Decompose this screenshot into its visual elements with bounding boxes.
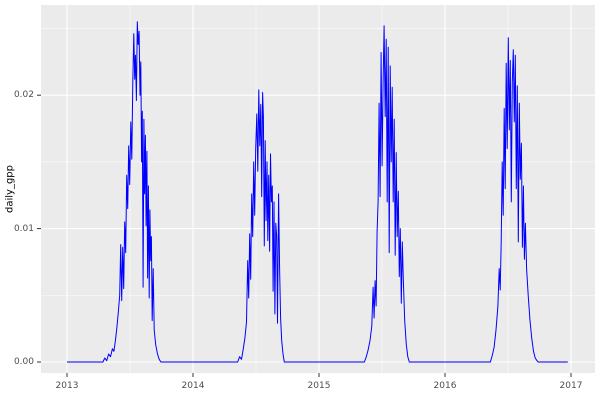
- x-tick-label: 2017: [559, 381, 583, 391]
- y-tick-label: 0.00: [13, 357, 34, 367]
- x-tick-label: 2016: [433, 381, 457, 391]
- y-axis-title: daily_gpp: [4, 165, 16, 213]
- series-line: [67, 21, 568, 363]
- y-tick-label: 0.01: [13, 223, 34, 234]
- x-tick-label: 2015: [307, 381, 331, 391]
- y-tick-label: 0.02: [13, 90, 34, 101]
- x-tick-label: 2013: [55, 381, 79, 391]
- x-tick-label: 2014: [181, 381, 205, 391]
